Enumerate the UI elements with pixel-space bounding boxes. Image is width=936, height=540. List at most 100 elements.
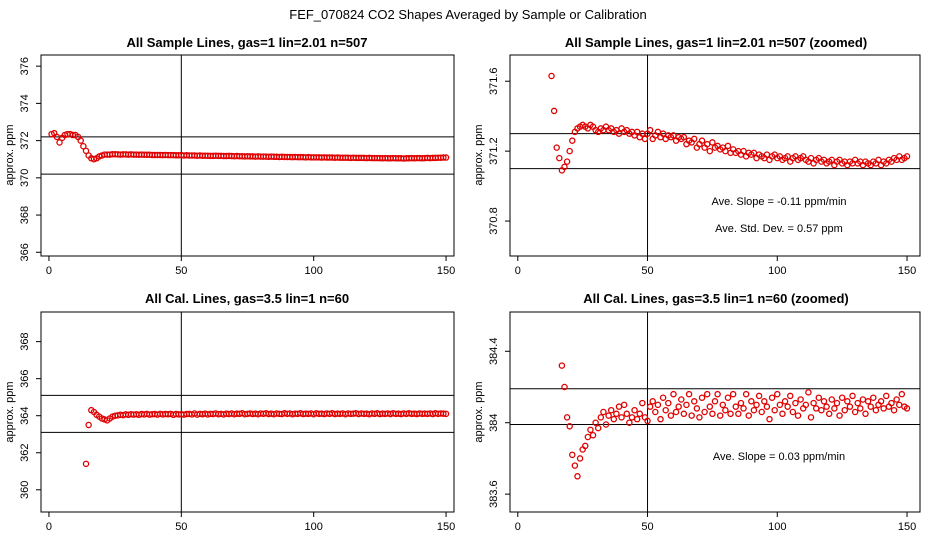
data-point xyxy=(620,401,628,409)
data-point xyxy=(758,408,765,416)
data-point xyxy=(828,396,836,403)
data-point xyxy=(797,396,804,403)
x-tick-label: 50 xyxy=(175,265,187,277)
y-tick-label: 366 xyxy=(19,369,31,387)
x-tick-label: 150 xyxy=(898,521,916,533)
y-tick-label: 366 xyxy=(19,243,31,261)
data-point xyxy=(82,147,90,155)
data-point xyxy=(589,431,597,439)
data-point xyxy=(724,394,732,401)
data-point xyxy=(553,144,560,151)
data-point xyxy=(745,412,752,419)
x-tick-label: 50 xyxy=(641,521,653,533)
y-tick-label: 371.2 xyxy=(488,137,500,165)
chart-1-title: All Sample Lines, gas=1 lin=2.01 n=507 xyxy=(127,35,368,50)
chart-2-ylabel: approx. ppm xyxy=(473,124,485,185)
x-tick-label: 50 xyxy=(175,521,187,533)
data-point xyxy=(753,401,760,409)
data-point xyxy=(737,399,745,407)
data-point xyxy=(667,412,675,419)
data-point xyxy=(825,410,833,418)
data-point xyxy=(895,401,903,409)
chart-4-yticks: 383.6 384 384.4 xyxy=(488,338,510,508)
chart-3-xticks: 0 50 100 150 xyxy=(46,512,455,533)
data-point xyxy=(652,408,659,416)
y-tick-label: 376 xyxy=(19,57,31,75)
data-point xyxy=(77,137,84,144)
data-point xyxy=(561,383,568,391)
data-point xyxy=(574,473,581,480)
data-point xyxy=(69,131,77,139)
chart-panel-1: All Sample Lines, gas=1 lin=2.01 n=507 0… xyxy=(4,35,455,277)
chart-2-markers xyxy=(548,72,911,174)
data-point xyxy=(550,107,558,115)
data-point xyxy=(626,419,633,426)
chart-2-annotation-stddev: Ave. Std. Dev. = 0.57 ppm xyxy=(715,223,843,235)
chart-4-refs xyxy=(510,312,920,512)
data-point xyxy=(649,398,656,405)
data-point xyxy=(85,421,92,429)
chart-4-markers xyxy=(558,362,911,480)
y-tick-label: 370 xyxy=(19,169,31,187)
data-point xyxy=(722,406,729,414)
data-point xyxy=(594,424,602,432)
data-point xyxy=(665,399,672,407)
data-point xyxy=(566,423,573,430)
data-point xyxy=(833,399,841,407)
chart-panel-2: All Sample Lines, gas=1 lin=2.01 n=507 (… xyxy=(473,35,921,277)
data-point xyxy=(763,403,771,410)
data-point xyxy=(641,135,649,143)
data-point xyxy=(774,390,781,398)
data-point xyxy=(563,414,571,421)
chart-4-title: All Cal. Lines, gas=3.5 lin=1 n=60 (zoom… xyxy=(583,291,849,306)
data-point xyxy=(631,406,638,414)
data-point xyxy=(582,442,589,450)
data-point xyxy=(711,398,719,405)
data-point xyxy=(857,405,864,412)
data-point xyxy=(701,408,708,416)
data-point xyxy=(890,406,898,414)
chart-1-ylabel: approx. ppm xyxy=(4,124,16,185)
data-point xyxy=(56,139,63,146)
chart-4-plot-frame xyxy=(509,311,921,513)
data-point xyxy=(823,403,830,410)
data-point xyxy=(792,399,799,407)
data-point xyxy=(859,396,867,403)
data-point xyxy=(729,390,737,398)
data-point xyxy=(709,139,716,146)
data-point xyxy=(898,390,906,398)
data-point xyxy=(657,415,664,423)
data-point xyxy=(662,406,669,414)
data-point xyxy=(706,147,714,155)
data-point xyxy=(784,403,791,410)
data-point xyxy=(592,419,599,426)
data-point xyxy=(841,406,849,414)
data-point xyxy=(893,396,900,403)
data-point xyxy=(670,390,677,398)
y-tick-label: 371.6 xyxy=(488,67,500,95)
data-point xyxy=(815,394,823,401)
data-point xyxy=(802,401,810,409)
data-point xyxy=(820,398,828,405)
data-point xyxy=(563,158,571,165)
y-tick-label: 360 xyxy=(19,481,31,499)
x-tick-label: 0 xyxy=(515,265,521,277)
y-tick-label: 370.8 xyxy=(488,207,500,235)
data-point xyxy=(693,405,701,412)
chart-1-plot-frame xyxy=(40,54,455,257)
data-point xyxy=(615,403,623,410)
data-point xyxy=(748,398,755,405)
data-point xyxy=(644,417,651,425)
x-tick-label: 100 xyxy=(305,265,323,277)
data-point xyxy=(440,154,447,161)
data-point xyxy=(761,398,768,405)
data-point xyxy=(633,415,641,423)
data-point xyxy=(569,451,576,459)
data-point xyxy=(597,414,605,421)
data-point xyxy=(654,401,662,409)
data-point xyxy=(716,412,724,419)
data-point xyxy=(690,398,698,405)
data-point xyxy=(862,410,869,418)
data-point xyxy=(680,133,688,141)
